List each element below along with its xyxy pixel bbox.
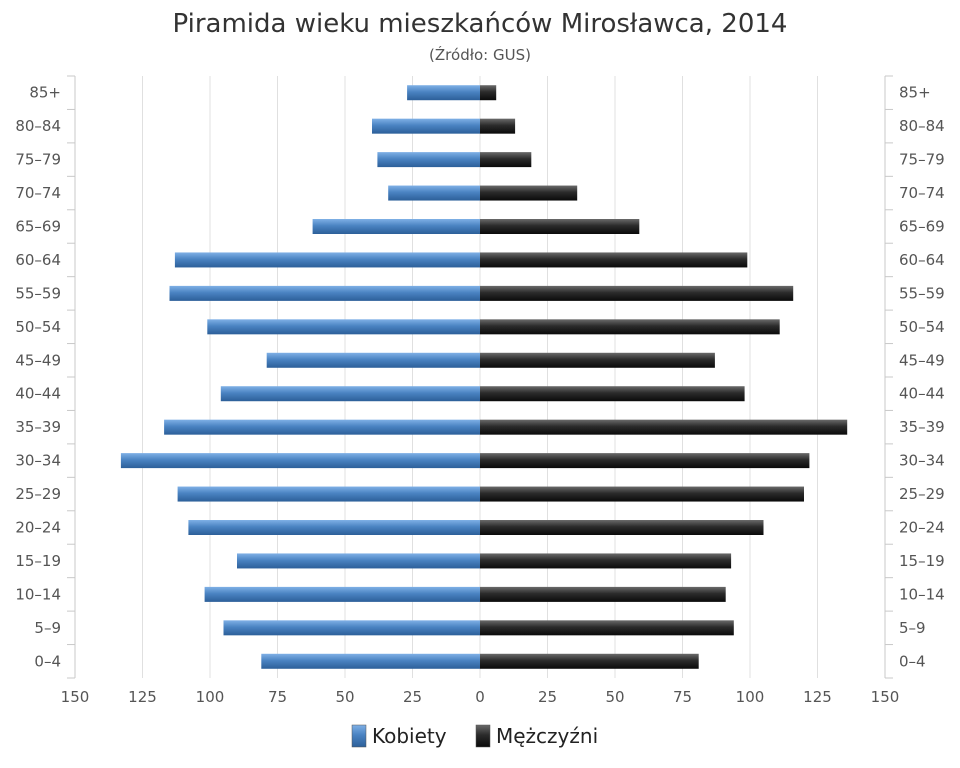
bars — [120, 85, 848, 669]
category-label-left: 25–29 — [15, 485, 61, 503]
bar-male-15–19 — [480, 553, 732, 569]
bar-female-75–79 — [377, 152, 480, 168]
category-label-left: 50–54 — [15, 318, 61, 336]
category-label-right: 60–64 — [899, 251, 945, 269]
category-label-left: 70–74 — [15, 184, 61, 202]
x-tick-label: 150 — [871, 688, 900, 706]
legend-item-female[interactable]: Kobiety — [351, 724, 447, 748]
bar-male-0–4 — [480, 653, 699, 669]
category-label-right: 45–49 — [899, 351, 945, 369]
category-label-right: 5–9 — [899, 619, 926, 637]
x-tick-label: 150 — [61, 688, 90, 706]
category-label-left: 5–9 — [34, 619, 61, 637]
bar-male-70–74 — [480, 185, 578, 201]
category-label-right: 80–84 — [899, 117, 945, 135]
legend-label: Kobiety — [372, 724, 447, 748]
bar-female-40–44 — [220, 386, 481, 402]
category-label-left: 65–69 — [15, 218, 61, 236]
bar-female-15–19 — [237, 553, 480, 569]
category-label-right: 0–4 — [899, 652, 926, 670]
bar-male-75–79 — [480, 152, 532, 168]
x-tick-label: 100 — [736, 688, 765, 706]
category-label-left: 30–34 — [15, 452, 61, 470]
x-tick-label: 100 — [196, 688, 225, 706]
category-label-left: 20–24 — [15, 519, 61, 537]
bar-female-70–74 — [388, 185, 480, 201]
bar-male-20–24 — [480, 520, 764, 535]
bar-female-50–54 — [207, 319, 481, 335]
bar-female-60–64 — [174, 252, 480, 268]
x-tick-label: 25 — [403, 688, 422, 706]
axes — [67, 75, 893, 679]
legend[interactable]: Kobiety Mężczyźni — [351, 724, 598, 748]
bar-male-85+ — [480, 85, 497, 101]
bar-female-85+ — [407, 85, 480, 101]
x-tick-label: 125 — [803, 688, 832, 706]
x-tick-label: 50 — [335, 688, 354, 706]
category-label-left: 35–39 — [15, 418, 61, 436]
category-label-left: 10–14 — [15, 585, 61, 603]
category-label-left: 85+ — [29, 84, 61, 102]
x-tick-label: 25 — [538, 688, 557, 706]
bar-male-50–54 — [480, 319, 780, 335]
bar-female-25–29 — [177, 486, 480, 502]
bar-male-35–39 — [480, 419, 848, 435]
bar-female-65–69 — [312, 219, 480, 234]
chart-title: Piramida wieku mieszkańców Mirosławca, 2… — [173, 9, 788, 39]
bar-female-20–24 — [188, 520, 480, 535]
bar-male-55–59 — [480, 285, 794, 301]
category-label-right: 10–14 — [899, 585, 945, 603]
bar-female-10–14 — [204, 586, 480, 602]
category-label-right: 70–74 — [899, 184, 945, 202]
category-label-right: 15–19 — [899, 552, 945, 570]
category-label-left: 80–84 — [15, 117, 61, 135]
bar-male-10–14 — [480, 586, 726, 602]
bar-female-35–39 — [164, 419, 480, 435]
legend-item-male[interactable]: Mężczyźni — [475, 724, 598, 748]
legend-swatch — [475, 724, 491, 748]
legend-label: Mężczyźni — [496, 724, 598, 748]
category-label-right: 25–29 — [899, 485, 945, 503]
bar-male-5–9 — [480, 620, 734, 636]
bar-male-65–69 — [480, 219, 640, 234]
category-label-left: 40–44 — [15, 385, 61, 403]
bar-female-80–84 — [372, 118, 480, 134]
category-label-right: 40–44 — [899, 385, 945, 403]
x-tick-label: 125 — [128, 688, 157, 706]
category-label-right: 30–34 — [899, 452, 945, 470]
category-label-right: 50–54 — [899, 318, 945, 336]
x-tick-label: 0 — [475, 688, 485, 706]
category-label-left: 60–64 — [15, 251, 61, 269]
bar-female-5–9 — [223, 620, 480, 636]
category-label-left: 75–79 — [15, 151, 61, 169]
bar-male-45–49 — [480, 352, 715, 368]
category-label-left: 0–4 — [34, 652, 61, 670]
bar-male-25–29 — [480, 486, 804, 502]
category-label-right: 85+ — [899, 84, 931, 102]
chart-subtitle: (Źródło: GUS) — [429, 45, 531, 64]
x-tick-label: 50 — [605, 688, 624, 706]
bar-male-30–34 — [480, 453, 810, 469]
bar-female-0–4 — [261, 653, 480, 669]
bar-female-55–59 — [169, 285, 480, 301]
legend-swatch — [351, 724, 367, 748]
x-tick-label: 75 — [673, 688, 692, 706]
category-label-left: 15–19 — [15, 552, 61, 570]
bar-female-45–49 — [266, 352, 480, 368]
category-label-left: 55–59 — [15, 284, 61, 302]
tick-labels: 0–4 0–4 5–9 5–9 10–14 10–14 15–19 15–19 20–24 20–… — [15, 84, 944, 706]
bar-male-80–84 — [480, 118, 516, 134]
category-label-right: 75–79 — [899, 151, 945, 169]
bar-male-60–64 — [480, 252, 748, 268]
bar-male-40–44 — [480, 386, 745, 402]
category-label-right: 20–24 — [899, 519, 945, 537]
category-label-right: 55–59 — [899, 284, 945, 302]
category-label-right: 65–69 — [899, 218, 945, 236]
x-tick-label: 75 — [268, 688, 287, 706]
category-label-left: 45–49 — [15, 351, 61, 369]
bar-female-30–34 — [120, 453, 481, 469]
category-label-right: 35–39 — [899, 418, 945, 436]
